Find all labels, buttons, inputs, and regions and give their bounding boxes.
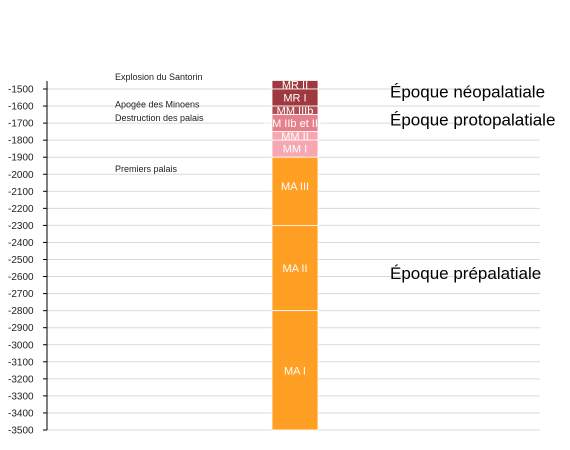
- tick-label: -2000: [8, 170, 34, 181]
- segment-label: MA II: [282, 263, 307, 275]
- tick-label: -3500: [8, 426, 34, 437]
- tick-label: -3100: [8, 357, 34, 368]
- segment-label: MM IIb et IIIa: [263, 118, 328, 130]
- tick-label: -2400: [8, 238, 34, 249]
- tick-label: -3000: [8, 340, 34, 351]
- segment-label: MA I: [284, 365, 306, 377]
- tick-label: -1700: [8, 119, 34, 130]
- segment-label: MA III: [281, 181, 309, 193]
- tick-label: -2800: [8, 306, 34, 317]
- period-label: Époque néopalatiale: [390, 83, 545, 102]
- event-label: Destruction des palais: [115, 113, 204, 123]
- segment-label: MR I: [283, 93, 306, 105]
- event-label: Premiers palais: [115, 164, 178, 174]
- tick-label: -1900: [8, 153, 34, 164]
- tick-label: -1500: [8, 85, 34, 96]
- period-segment: [271, 224, 319, 312]
- period-segment: [271, 156, 319, 226]
- tick-label: -2700: [8, 289, 34, 300]
- tick-label: -2300: [8, 221, 34, 232]
- tick-label: -1800: [8, 136, 34, 147]
- event-label: Apogée des Minoens: [115, 99, 200, 109]
- tick-label: -2900: [8, 323, 34, 334]
- tick-label: -1600: [8, 102, 34, 113]
- tick-label: -3300: [8, 391, 34, 402]
- tick-label: -3200: [8, 374, 34, 385]
- period-label: Époque protopalatiale: [390, 111, 555, 130]
- period-label: Époque prépalatiale: [390, 264, 541, 283]
- segment-label: MM I: [283, 144, 307, 156]
- tick-label: -3400: [8, 408, 34, 419]
- tick-label: -2600: [8, 272, 34, 283]
- event-label: Explosion du Santorin: [115, 72, 203, 82]
- tick-label: -2200: [8, 204, 34, 215]
- tick-label: -2100: [8, 187, 34, 198]
- period-segment: [271, 310, 319, 431]
- tick-label: -2500: [8, 255, 34, 266]
